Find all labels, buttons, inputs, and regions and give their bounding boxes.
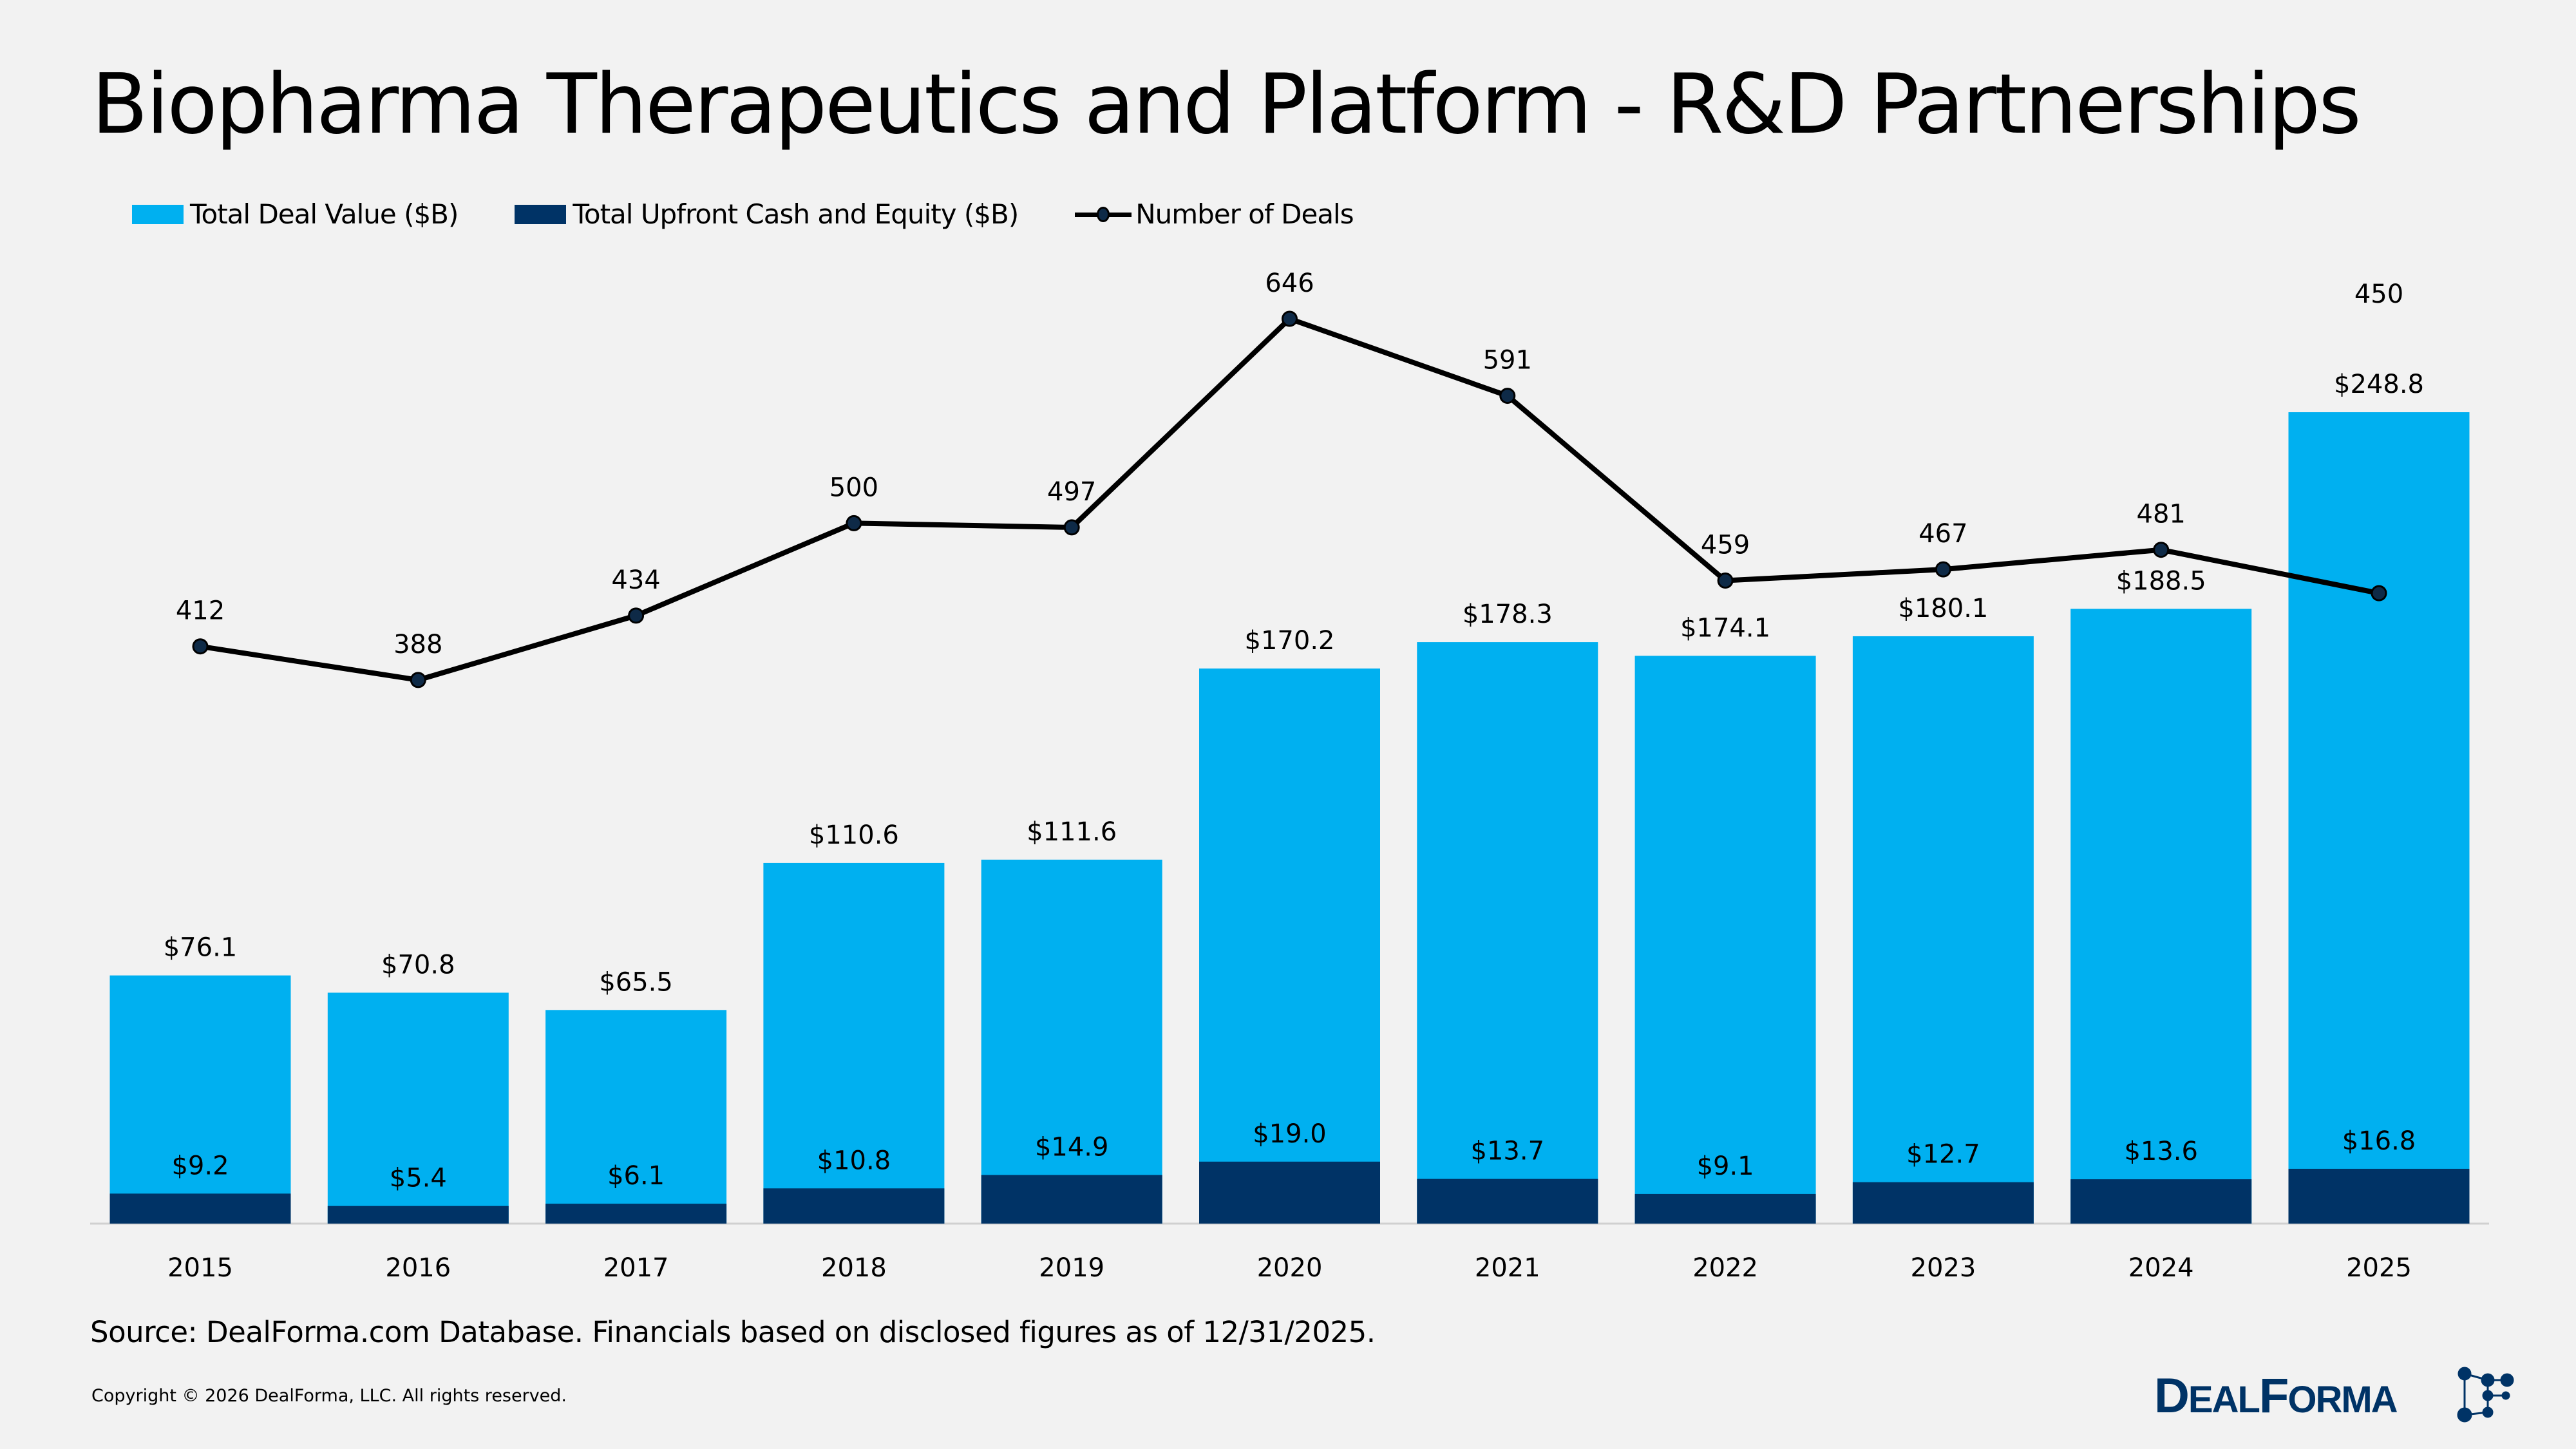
bar-total-deal-value <box>981 859 1162 1224</box>
data-label-upfront: $9.1 <box>1697 1151 1754 1181</box>
x-tick-label: 2018 <box>821 1253 887 1283</box>
data-label-deals: 646 <box>1265 269 1314 298</box>
legend-label: Total Deal Value ($B) <box>190 198 459 230</box>
data-label-deals: 434 <box>611 565 660 595</box>
x-tick-label: 2016 <box>385 1253 451 1283</box>
bar-upfront <box>763 1188 945 1224</box>
line-marker <box>1282 310 1298 327</box>
line-marker <box>2371 585 2387 601</box>
bar-total-deal-value <box>763 862 945 1224</box>
bar-upfront <box>1852 1182 2034 1224</box>
data-label-deals: 450 <box>2354 279 2403 309</box>
chart-title: Biopharma Therapeutics and Platform - R&… <box>91 57 2362 153</box>
data-label-deals: 388 <box>393 630 442 659</box>
line-marker <box>410 672 426 688</box>
legend-label: Total Upfront Cash and Equity ($B) <box>573 198 1019 230</box>
bar-total-deal-value <box>1417 642 1598 1224</box>
data-label-upfront: $14.9 <box>1035 1133 1109 1162</box>
bar-total-deal-value <box>1634 656 1816 1224</box>
x-tick-label: 2015 <box>167 1253 233 1283</box>
x-tick-label: 2021 <box>1475 1253 1540 1283</box>
legend-swatch-total <box>132 204 184 224</box>
data-label-upfront: $16.8 <box>2342 1126 2416 1156</box>
legend-label: Number of Deals <box>1135 198 1354 230</box>
data-label-deals: 467 <box>1918 519 1967 549</box>
data-label-upfront: $13.7 <box>1471 1137 1545 1166</box>
bar-upfront <box>2288 1168 2470 1224</box>
data-label-upfront: $6.1 <box>607 1161 665 1191</box>
bar-total-deal-value <box>327 992 509 1224</box>
bar-total-deal-value <box>1852 636 2034 1224</box>
legend-swatch-upfront <box>515 204 567 224</box>
data-label-total: $111.6 <box>1027 817 1117 847</box>
line-marker <box>2153 542 2170 558</box>
bar-total-deal-value <box>2288 412 2470 1224</box>
data-label-total: $180.1 <box>1898 594 1988 623</box>
data-label-total: $174.1 <box>1680 613 1770 643</box>
legend-item-total-deal-value: Total Deal Value ($B) <box>132 198 459 230</box>
bar-upfront <box>981 1175 1162 1224</box>
data-label-total: $170.2 <box>1245 626 1335 656</box>
data-label-total: $188.5 <box>2116 566 2206 596</box>
data-label-upfront: $19.0 <box>1253 1119 1327 1149</box>
data-label-deals: 591 <box>1483 346 1532 375</box>
line-marker <box>846 515 862 531</box>
x-tick-label: 2020 <box>1257 1253 1323 1283</box>
data-label-upfront: $13.6 <box>2124 1137 2198 1166</box>
data-label-total: $65.5 <box>599 967 673 997</box>
data-label-upfront: $12.7 <box>1906 1140 1980 1170</box>
legend-item-upfront: Total Upfront Cash and Equity ($B) <box>515 198 1019 230</box>
x-tick-label: 2025 <box>2346 1253 2412 1283</box>
x-tick-label: 2019 <box>1039 1253 1104 1283</box>
x-tick-label: 2024 <box>2128 1253 2194 1283</box>
bar-upfront <box>1417 1179 1598 1224</box>
data-label-upfront: $5.4 <box>390 1164 447 1193</box>
legend: Total Deal Value ($B) Total Upfront Cash… <box>132 198 1410 230</box>
data-label-deals: 412 <box>176 596 225 626</box>
bar-total-deal-value <box>545 1010 727 1224</box>
x-tick-label: 2023 <box>1911 1253 1976 1283</box>
data-label-deals: 481 <box>2137 500 2186 529</box>
bar-total-deal-value <box>109 975 291 1224</box>
data-label-upfront: $9.2 <box>171 1151 229 1180</box>
bar-upfront <box>1199 1161 1380 1224</box>
data-label-total: $110.6 <box>809 820 899 850</box>
bar-upfront <box>327 1206 509 1224</box>
data-label-upfront: $10.8 <box>817 1146 891 1175</box>
data-label-deals: 497 <box>1047 477 1096 507</box>
legend-item-number-of-deals: Number of Deals <box>1075 198 1354 230</box>
line-marker <box>192 638 209 655</box>
bar-upfront <box>1634 1193 1816 1224</box>
line-marker <box>1063 519 1080 536</box>
line-marker <box>1499 388 1516 404</box>
data-label-deals: 459 <box>1701 531 1750 560</box>
bar-upfront <box>545 1204 727 1224</box>
dealforma-logo: DEALFORMA <box>2154 1367 2514 1423</box>
line-marker <box>628 607 645 624</box>
bar-upfront <box>109 1193 291 1224</box>
line-marker <box>1935 561 1951 578</box>
data-label-total: $248.8 <box>2334 370 2424 399</box>
x-tick-label: 2022 <box>1692 1253 1758 1283</box>
data-label-deals: 500 <box>829 473 878 502</box>
data-label-total: $178.3 <box>1463 600 1553 629</box>
bar-upfront <box>2070 1179 2252 1224</box>
line-marker <box>1717 573 1734 589</box>
data-label-total: $70.8 <box>381 950 455 980</box>
bar-total-deal-value <box>2070 609 2252 1224</box>
copyright: Copyright © 2026 DealForma, LLC. All rig… <box>91 1386 567 1406</box>
legend-swatch-line <box>1075 202 1132 227</box>
bar-total-deal-value <box>1199 668 1380 1224</box>
x-tick-label: 2017 <box>603 1253 669 1283</box>
source-note: Source: DealForma.com Database. Financia… <box>90 1315 1376 1349</box>
svg-text:DEALFORMA: DEALFORMA <box>2154 1368 2398 1423</box>
data-label-total: $76.1 <box>164 933 238 963</box>
